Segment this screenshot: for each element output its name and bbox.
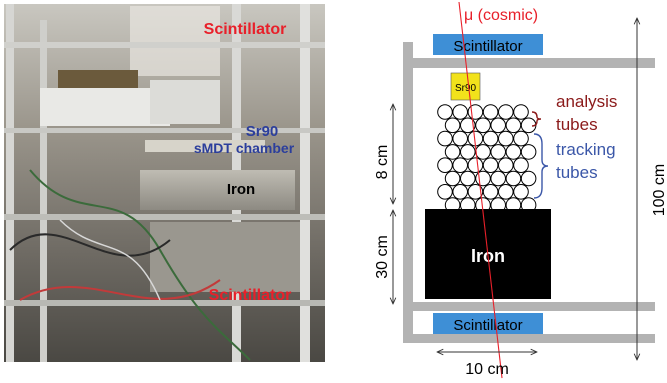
cable	[59, 219, 161, 301]
drift-tube	[498, 104, 514, 120]
electronics-box	[150, 80, 220, 124]
shelf	[4, 214, 325, 220]
drift-tube	[475, 144, 491, 160]
drift-tube	[505, 170, 522, 187]
scintillator-bottom-label: Scintillator	[453, 317, 522, 334]
drift-tube	[467, 184, 484, 200]
shelf-post	[300, 4, 310, 362]
muon-track	[458, 1, 503, 379]
drift-tube	[505, 117, 522, 134]
drift-tube	[505, 144, 522, 160]
drift-tube	[490, 170, 507, 187]
drift-tube	[520, 170, 537, 187]
frame-shelf-bottom	[403, 334, 655, 343]
shelf	[4, 42, 325, 48]
drift-tube	[475, 170, 491, 187]
dimension-label-100cm: 100 cm	[651, 164, 667, 216]
drift-tube	[513, 104, 529, 120]
tracking-tubes-label-line1: tracking	[556, 140, 616, 159]
dimension-label-10cm: 10 cm	[465, 361, 509, 378]
drift-tube	[452, 157, 469, 173]
scintillator-bottom	[433, 313, 543, 334]
drift-tube	[437, 130, 453, 147]
drift-tube	[498, 157, 514, 173]
drift-tube	[498, 130, 514, 147]
shelf	[4, 128, 325, 133]
drift-tube	[452, 104, 469, 120]
smdt-chamber-block	[145, 140, 265, 152]
setup-diagram: Scintillator Scintillator Sr90 Iron μ (c…	[374, 1, 667, 379]
drift-tube	[460, 117, 476, 134]
tracking-brace	[533, 133, 549, 199]
analysis-tubes-label-line1: analysis	[556, 92, 617, 111]
frame-post	[403, 42, 413, 342]
drift-tube	[452, 130, 469, 147]
lower-stack	[150, 222, 300, 292]
drift-tube	[444, 117, 461, 134]
dimension-label-30cm: 30 cm	[374, 235, 391, 279]
shelf-post	[6, 4, 14, 362]
drift-tube	[498, 184, 514, 200]
drift-tube	[437, 104, 453, 120]
drift-tube	[467, 157, 484, 173]
cable	[9, 233, 171, 257]
drift-tube	[490, 144, 507, 160]
dimension-label-8cm: 8 cm	[374, 145, 391, 180]
photo-label-scintillator-bottom: Scintillator	[209, 287, 292, 304]
analysis-brace	[531, 111, 542, 127]
photo-label-scintillator-top: Scintillator	[204, 21, 287, 38]
frame-shelf-top	[403, 58, 655, 68]
smdt-tube-bundle	[437, 104, 537, 213]
tracking-tubes-label-line2: tubes	[556, 163, 598, 182]
electronics-box	[40, 88, 170, 126]
analysis-tubes-label-line2: tubes	[556, 115, 598, 134]
drift-tube	[475, 117, 491, 134]
photo-label-iron: Iron	[227, 181, 255, 198]
drift-tube	[482, 130, 499, 147]
scintillator-top-label: Scintillator	[453, 38, 522, 55]
sr90-label: Sr90	[455, 83, 477, 94]
photo-window	[130, 6, 220, 76]
scintillator-top	[433, 34, 543, 55]
sr90-source	[450, 72, 481, 101]
drift-tube	[520, 144, 537, 160]
drift-tube	[437, 184, 453, 200]
drift-tube	[467, 104, 484, 120]
drift-tube	[437, 157, 453, 173]
cable	[29, 169, 251, 361]
drift-tube	[482, 157, 499, 173]
drift-tube	[444, 170, 461, 187]
drift-tube	[513, 157, 529, 173]
drift-tube	[513, 184, 529, 200]
lab-photo: Scintillator Sr90 sMDT chamber Iron Scin…	[4, 4, 325, 362]
drift-tube	[513, 130, 529, 147]
drift-tube	[444, 144, 461, 160]
drift-tube	[482, 104, 499, 120]
shelf-post	[40, 20, 47, 362]
photo-label-sr90: Sr90	[246, 123, 279, 140]
drift-tube	[490, 117, 507, 134]
iron-block	[140, 170, 295, 210]
shelf	[4, 300, 325, 306]
cable	[19, 279, 221, 301]
drift-tube	[460, 170, 476, 187]
drift-tube	[460, 144, 476, 160]
muon-label: μ (cosmic)	[464, 7, 538, 24]
photo-label-smdt-chamber: sMDT chamber	[194, 140, 295, 156]
frame-shelf-middle	[403, 302, 655, 311]
drift-tube	[482, 184, 499, 200]
drift-tube	[452, 184, 469, 200]
